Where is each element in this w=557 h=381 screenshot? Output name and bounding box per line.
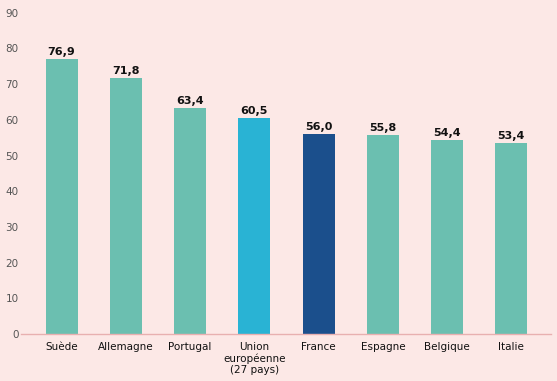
- Bar: [174, 108, 206, 334]
- Text: 56,0: 56,0: [305, 122, 333, 132]
- Text: 55,8: 55,8: [369, 123, 397, 133]
- Text: 71,8: 71,8: [112, 66, 140, 75]
- Text: 76,9: 76,9: [48, 47, 76, 57]
- Bar: [367, 135, 399, 334]
- Bar: [238, 118, 270, 334]
- Bar: [46, 59, 77, 334]
- Text: 63,4: 63,4: [176, 96, 204, 106]
- Text: 60,5: 60,5: [241, 106, 268, 116]
- Text: 54,4: 54,4: [433, 128, 461, 138]
- Bar: [302, 134, 335, 334]
- Bar: [110, 78, 142, 334]
- Text: 53,4: 53,4: [497, 131, 525, 141]
- Bar: [431, 140, 463, 334]
- Bar: [495, 143, 527, 334]
